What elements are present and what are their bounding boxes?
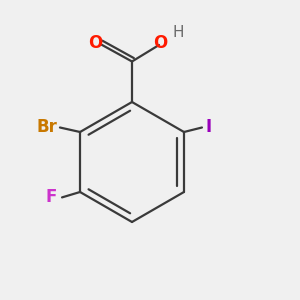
Text: O: O — [153, 34, 168, 52]
Text: I: I — [206, 118, 212, 136]
Text: O: O — [88, 34, 102, 52]
Text: F: F — [45, 188, 57, 206]
Text: H: H — [173, 25, 184, 40]
Text: Br: Br — [37, 118, 58, 136]
